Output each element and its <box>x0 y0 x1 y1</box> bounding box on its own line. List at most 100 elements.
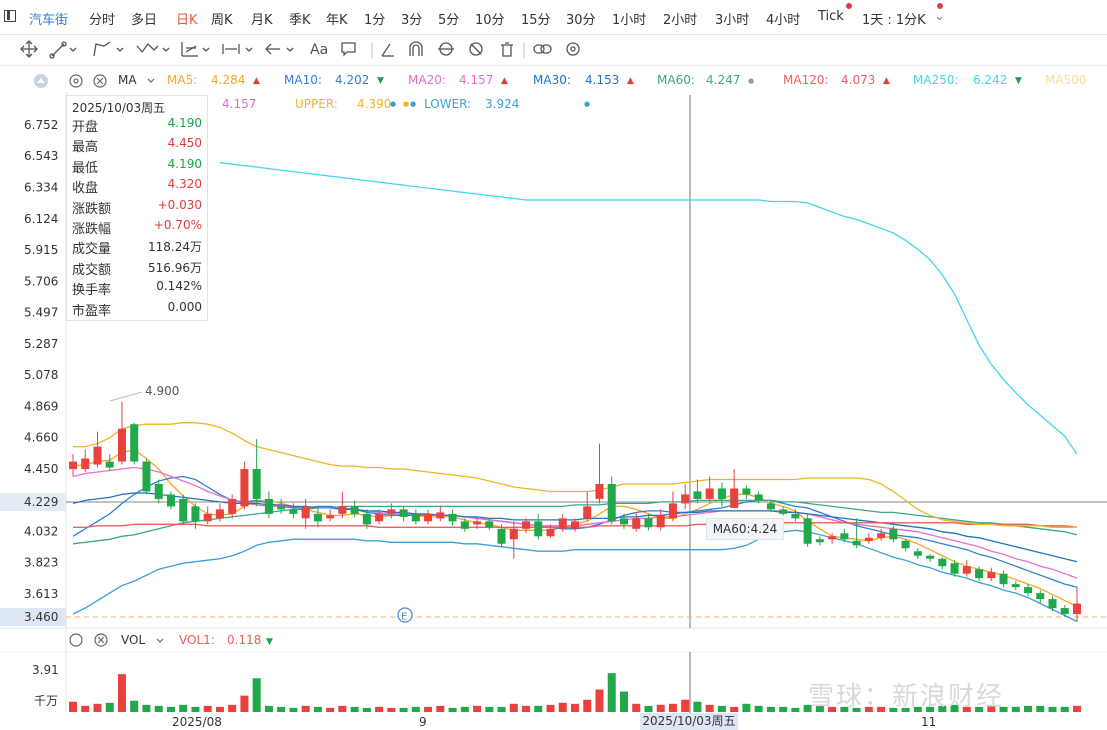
volume-bar <box>913 706 922 712</box>
info-row: 换手率 0.142% <box>72 279 204 299</box>
y-tick-label: 4.450 <box>24 462 58 476</box>
ma-value: 4.247 <box>706 73 741 87</box>
period-tab[interactable]: Tick <box>818 9 844 24</box>
candle-body <box>130 424 139 462</box>
candle-body <box>240 469 249 507</box>
volume-bar <box>999 706 1008 712</box>
period-tab[interactable]: 30分 <box>566 13 596 28</box>
candle-body <box>326 515 335 519</box>
settings-icon[interactable] <box>69 74 83 88</box>
chevron-down-icon[interactable] <box>147 78 155 83</box>
info-value: +0.030 <box>157 197 202 212</box>
link-icon[interactable] <box>533 44 552 54</box>
ruler-icon[interactable] <box>381 43 394 57</box>
fibonacci-icon[interactable] <box>181 42 210 57</box>
trend-line-icon[interactable] <box>49 41 77 59</box>
candle-body <box>742 488 751 495</box>
info-row: 成交量 118.24万 <box>72 238 204 258</box>
magnet-icon[interactable] <box>409 41 423 56</box>
candle-body <box>362 513 371 525</box>
candle-body <box>264 498 273 514</box>
period-tab[interactable]: 年K <box>326 13 348 28</box>
volume-bar <box>705 704 714 712</box>
period-tab[interactable]: 3分 <box>401 13 423 28</box>
y-tick-label: 5.915 <box>24 243 58 257</box>
candle-body <box>656 515 665 528</box>
y-tick-label: 6.752 <box>24 118 58 132</box>
close-icon[interactable] <box>93 74 107 88</box>
volume-bar <box>742 703 751 712</box>
ma-value: 4.202 <box>335 73 370 87</box>
chevron-down-icon[interactable]: ⌄ <box>934 9 945 24</box>
hide-icon[interactable] <box>469 42 483 56</box>
info-key: 开盘 <box>72 120 99 135</box>
x-tick-label: 11 <box>921 715 936 729</box>
volume-bar <box>130 700 139 712</box>
volume-bar <box>362 707 371 712</box>
crosshair-move-icon[interactable] <box>20 40 38 58</box>
sidebar-toggle-icon[interactable] <box>4 10 16 22</box>
volume-bar <box>754 705 763 712</box>
candle-body <box>791 513 800 519</box>
candle-body <box>571 521 579 529</box>
settings-icon <box>69 633 83 647</box>
volume-bar <box>338 705 347 712</box>
ma-label: MA120: <box>783 73 829 87</box>
info-key: 市盈率 <box>72 303 112 319</box>
candle-body <box>179 498 188 522</box>
volume-bar <box>93 703 102 712</box>
volume-bar <box>411 706 420 712</box>
period-tab[interactable]: 分时 <box>89 13 116 28</box>
info-row: 涨跌幅 +0.70% <box>72 218 204 238</box>
ma-indicator-row: MA MA5: 4.284 ▲ MA10: 4.202 ▼ MA20: 4.157 ▲ MA30:… <box>0 70 1107 90</box>
period-tab[interactable]: 1天 : 1分K <box>862 13 926 28</box>
volume-bar <box>460 706 469 712</box>
period-tab[interactable]: 1分 <box>364 13 386 28</box>
candle-body <box>632 518 641 529</box>
info-value: 516.96万 <box>148 260 202 275</box>
candle-body <box>681 494 690 504</box>
text-tool-icon[interactable]: Aa <box>310 42 328 58</box>
volume-bar <box>277 706 286 712</box>
period-tab[interactable]: 5分 <box>438 13 460 28</box>
stock-name[interactable]: 汽车街 <box>29 13 69 28</box>
wave-icon[interactable] <box>136 43 170 54</box>
volume-bar <box>1048 706 1057 712</box>
period-tab[interactable]: 日K <box>176 13 198 28</box>
period-tab[interactable]: 10分 <box>475 13 505 28</box>
period-tab[interactable]: 4小时 <box>766 13 801 28</box>
period-tab[interactable]: 15分 <box>521 13 551 28</box>
arrow-left-icon[interactable] <box>265 43 294 55</box>
volume-bar <box>350 706 359 712</box>
collapse-icon[interactable] <box>34 74 48 88</box>
settings-icon[interactable] <box>566 42 580 56</box>
period-tab[interactable]: 2小时 <box>663 13 698 28</box>
candle-body <box>1036 593 1045 600</box>
period-tab[interactable]: 周K <box>211 13 233 28</box>
volume-bar <box>117 674 126 712</box>
ma-value: 4.284 <box>211 73 246 87</box>
volume-bar <box>681 699 690 712</box>
candle-body <box>93 446 102 465</box>
candle-body <box>69 461 77 470</box>
period-tab[interactable]: 多日 <box>131 13 158 28</box>
candle-body <box>840 533 849 540</box>
ma-indicator-name[interactable]: MA <box>118 73 137 87</box>
period-tab[interactable]: 季K <box>289 13 311 28</box>
period-tab[interactable]: 月K <box>251 13 273 28</box>
vol1-label: VOL1: <box>179 633 215 647</box>
period-tab[interactable]: 3小时 <box>715 13 750 28</box>
note-icon[interactable] <box>341 42 356 57</box>
eye-icon[interactable] <box>438 42 454 56</box>
measure-icon[interactable] <box>222 44 253 54</box>
trash-icon[interactable] <box>501 42 513 57</box>
candle-body <box>852 540 861 546</box>
vol-label: VOL <box>121 633 145 647</box>
info-date: 2025/10/03周五 <box>72 101 166 115</box>
polyline-icon[interactable] <box>93 41 124 57</box>
period-tab[interactable]: 1小时 <box>612 13 647 28</box>
volume-bar <box>938 705 947 712</box>
y-tick-label: 5.078 <box>24 368 58 382</box>
candle-body <box>754 494 763 501</box>
